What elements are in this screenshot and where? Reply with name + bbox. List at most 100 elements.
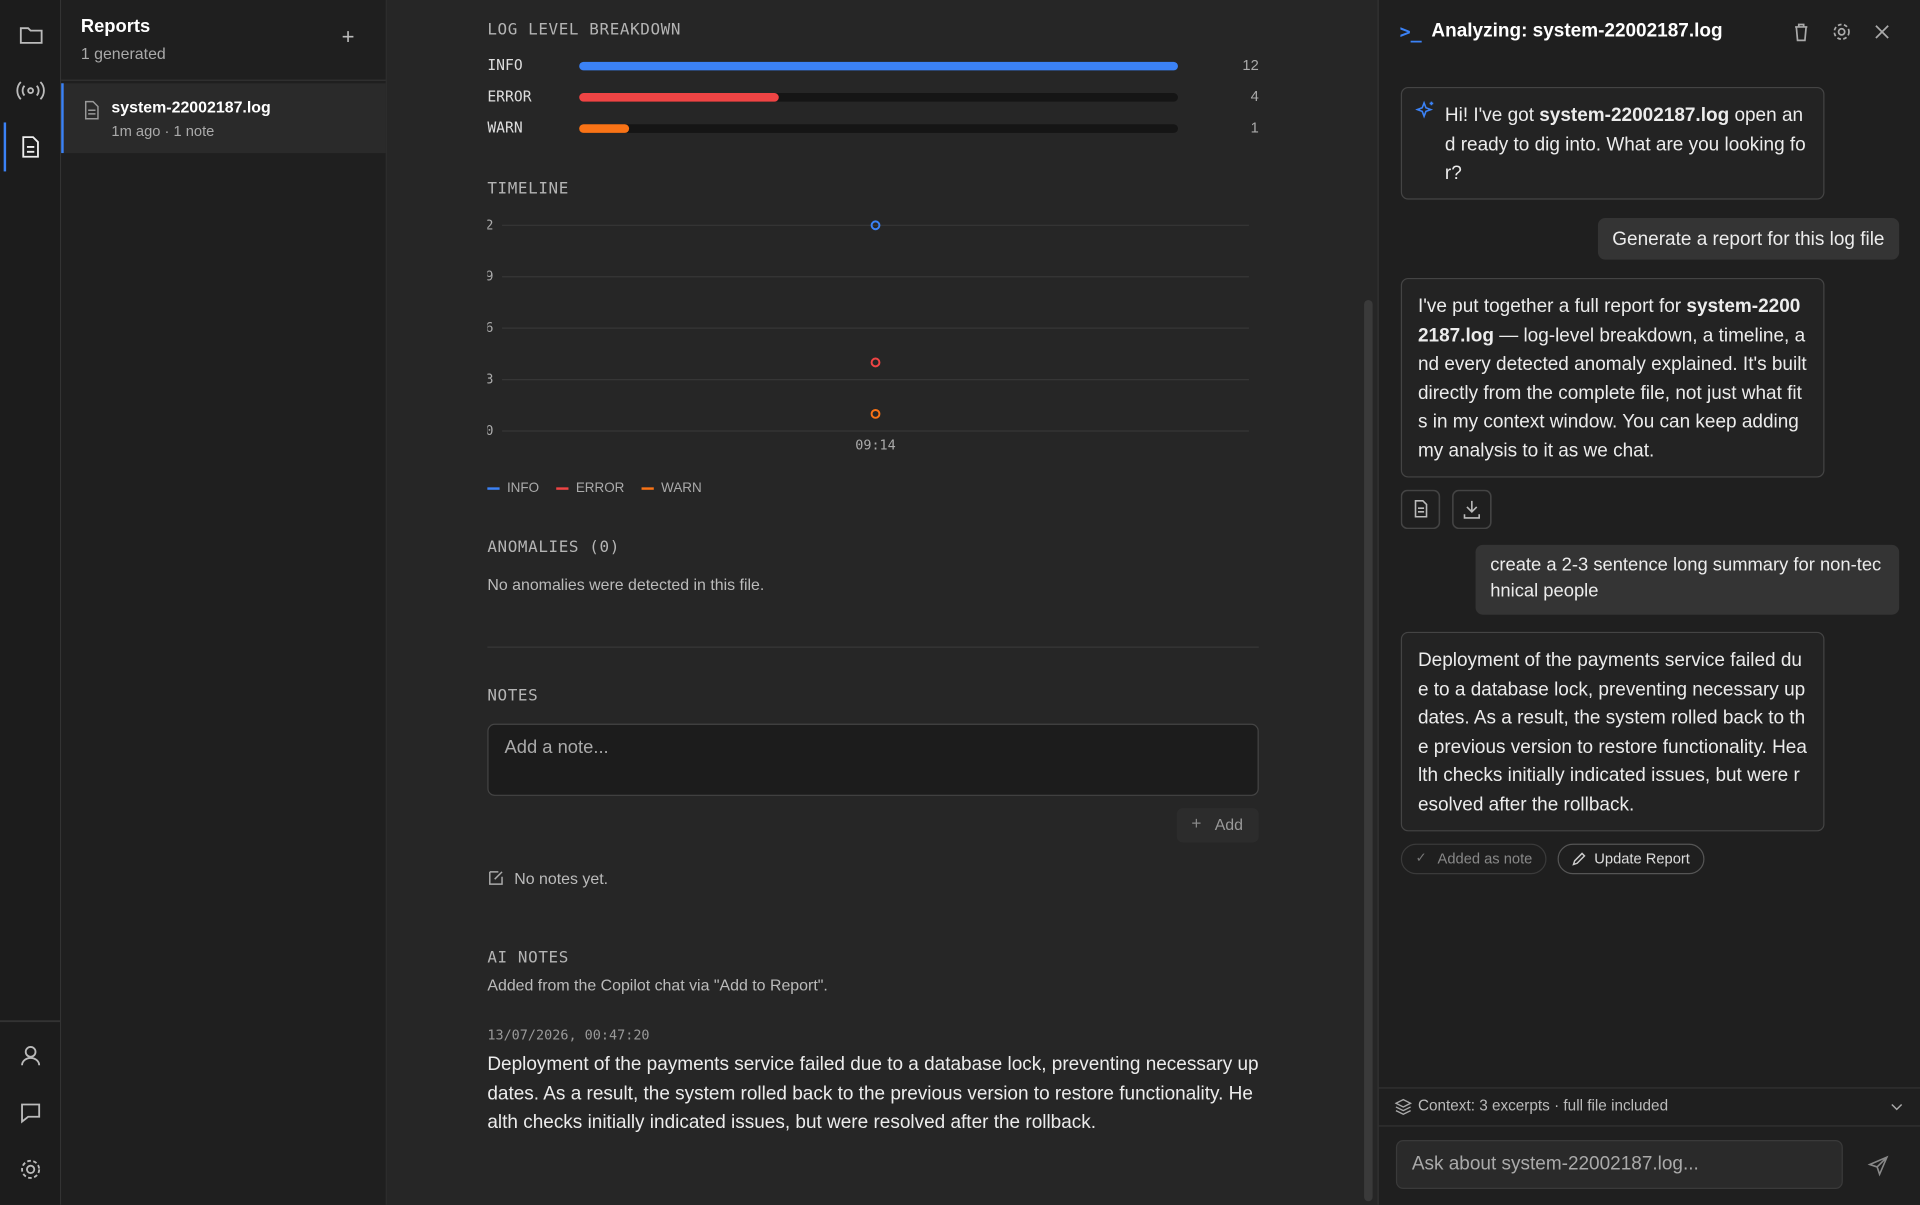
ai-notes-title: AI NOTES	[487, 948, 569, 968]
chat-icon[interactable]	[21, 1103, 41, 1124]
settings-icon[interactable]	[21, 1159, 41, 1179]
ai-note-timestamp: 13/07/2026, 00:47:20	[487, 1027, 650, 1044]
breakdown-title: LOG LEVEL BREAKDOWN	[487, 20, 682, 40]
point	[870, 220, 881, 231]
message-text: Hi! I've got	[1444, 105, 1540, 127]
report-item[interactable]	[61, 83, 386, 154]
sidebar-divider	[61, 79, 386, 81]
folder-icon[interactable]	[19, 27, 43, 44]
context-toggle[interactable]	[1889, 1101, 1904, 1113]
file-icon	[84, 100, 99, 120]
level-label: WARN	[487, 120, 522, 137]
added-note-pill	[1400, 843, 1547, 875]
note-placeholder: Add a note...	[504, 737, 609, 758]
bar	[579, 93, 779, 102]
new-report-button[interactable]: +	[341, 24, 355, 49]
x-tick-label: 09:14	[855, 439, 896, 454]
anomalies-title: ANOMALIES (0)	[487, 538, 620, 558]
y-tick-label: 12	[477, 218, 493, 233]
timeline-title: TIMELINE	[487, 180, 569, 199]
sidebar-subtitle: 1 generated	[80, 44, 166, 63]
y-tick-label: 3	[485, 373, 493, 388]
update-report-button[interactable]	[1557, 843, 1705, 875]
bar-track	[579, 124, 1178, 133]
y-tick-label: 6	[485, 321, 493, 336]
report-item-name: system-22002187.log	[111, 97, 271, 117]
delete-icon[interactable]	[1795, 23, 1808, 42]
added-note-label: Added as note	[1437, 849, 1533, 867]
assistant-message: I've put together a full report for syst…	[1400, 277, 1825, 478]
message-text: Deployment of the payments service faile…	[1417, 650, 1807, 815]
broadcast-icon[interactable]	[16, 81, 45, 100]
close-icon[interactable]	[1875, 25, 1889, 39]
point	[870, 408, 881, 419]
sparkle-icon	[1415, 100, 1434, 119]
notes-title: NOTES	[487, 686, 539, 706]
legend-label: ERROR	[576, 480, 625, 495]
bold-text: system-22002187.log	[1417, 296, 1801, 346]
chat-title: Analyzing: system-22002187.log	[1431, 20, 1723, 42]
add-plus: +	[1191, 813, 1202, 833]
sidebar-title: Reports	[80, 15, 151, 37]
sidebar	[61, 0, 387, 1205]
bar-value: 1	[1251, 120, 1259, 136]
chat-placeholder: Ask about system-22002187.log...	[1411, 1153, 1699, 1175]
breakdown-chart: INFO 12 ERROR 4 WARN 1	[487, 57, 1259, 137]
message-text: open and ready to dig into. What are you…	[1444, 105, 1806, 184]
y-tick-label: 0	[485, 424, 493, 439]
ai-note-text: Deployment of the payments service faile…	[487, 1054, 1259, 1133]
bold-text: system-22002187.log	[1539, 105, 1730, 127]
timeline-chart: 0 3 6 9 12 09:14 INFO ERROR WARN	[477, 218, 1249, 495]
section-divider	[487, 646, 1259, 648]
bar-value: 4	[1251, 89, 1259, 105]
settings-icon[interactable]	[1833, 23, 1850, 41]
message-actions	[1400, 489, 1492, 529]
scrollbar-thumb[interactable]	[1364, 300, 1373, 1202]
ai-notes-subtitle: Added from the Copilot chat via "Add to …	[487, 975, 828, 995]
input-divider	[1378, 1125, 1920, 1127]
assistant-message: Deployment of the payments service faile…	[1400, 631, 1825, 832]
no-notes-text: No notes yet.	[514, 869, 609, 888]
send-button[interactable]	[1867, 1155, 1889, 1177]
rail-icons	[0, 27, 61, 1179]
context-divider	[1378, 1087, 1920, 1089]
download-button[interactable]	[1452, 489, 1492, 529]
assistant-message: Hi! I've got system-22002187.log open an…	[1400, 86, 1825, 200]
level-label: INFO	[487, 57, 522, 74]
y-tick-label: 9	[485, 270, 493, 285]
active-indicator	[3, 122, 7, 172]
icon-rail	[0, 0, 62, 1205]
message-text: — log-level breakdown, a timeline, and e…	[1417, 325, 1807, 462]
user-icon[interactable]	[21, 1046, 41, 1066]
user-message: Generate a report for this log file	[1597, 217, 1900, 260]
header-icons	[1795, 23, 1889, 42]
layers-icon	[1394, 1098, 1412, 1116]
user-message: create a 2-3 sentence long summary for n…	[1475, 544, 1900, 615]
note-input[interactable]	[487, 723, 1259, 796]
terminal-icon: >_	[1399, 20, 1422, 43]
message-text: Generate a report for this log file	[1612, 228, 1885, 250]
report-item-meta: 1m ago · 1 note	[111, 122, 215, 140]
chat-input[interactable]	[1395, 1140, 1843, 1189]
bar	[579, 124, 630, 133]
context-text: Context: 3 excerpts · full file included	[1417, 1097, 1669, 1115]
level-label: ERROR	[487, 88, 531, 105]
check-icon: ✓	[1415, 851, 1427, 866]
message-text: create a 2-3 sentence long summary for n…	[1490, 554, 1882, 601]
bar-value: 12	[1242, 58, 1258, 74]
message-text: I've put together a full report for	[1417, 296, 1687, 318]
update-report-label: Update Report	[1594, 849, 1690, 867]
add-note-button[interactable]	[1176, 808, 1259, 843]
bar	[579, 61, 1178, 71]
pencil-icon	[1572, 852, 1586, 866]
legend-label: INFO	[507, 480, 539, 495]
anomalies-text: No anomalies were detected in this file.	[487, 575, 765, 594]
point	[870, 357, 881, 368]
reports-icon[interactable]	[22, 136, 39, 158]
add-button-label: Add	[1214, 815, 1244, 834]
open-report-button[interactable]	[1400, 489, 1441, 529]
note-icon	[489, 871, 503, 885]
legend-label: WARN	[661, 480, 702, 495]
